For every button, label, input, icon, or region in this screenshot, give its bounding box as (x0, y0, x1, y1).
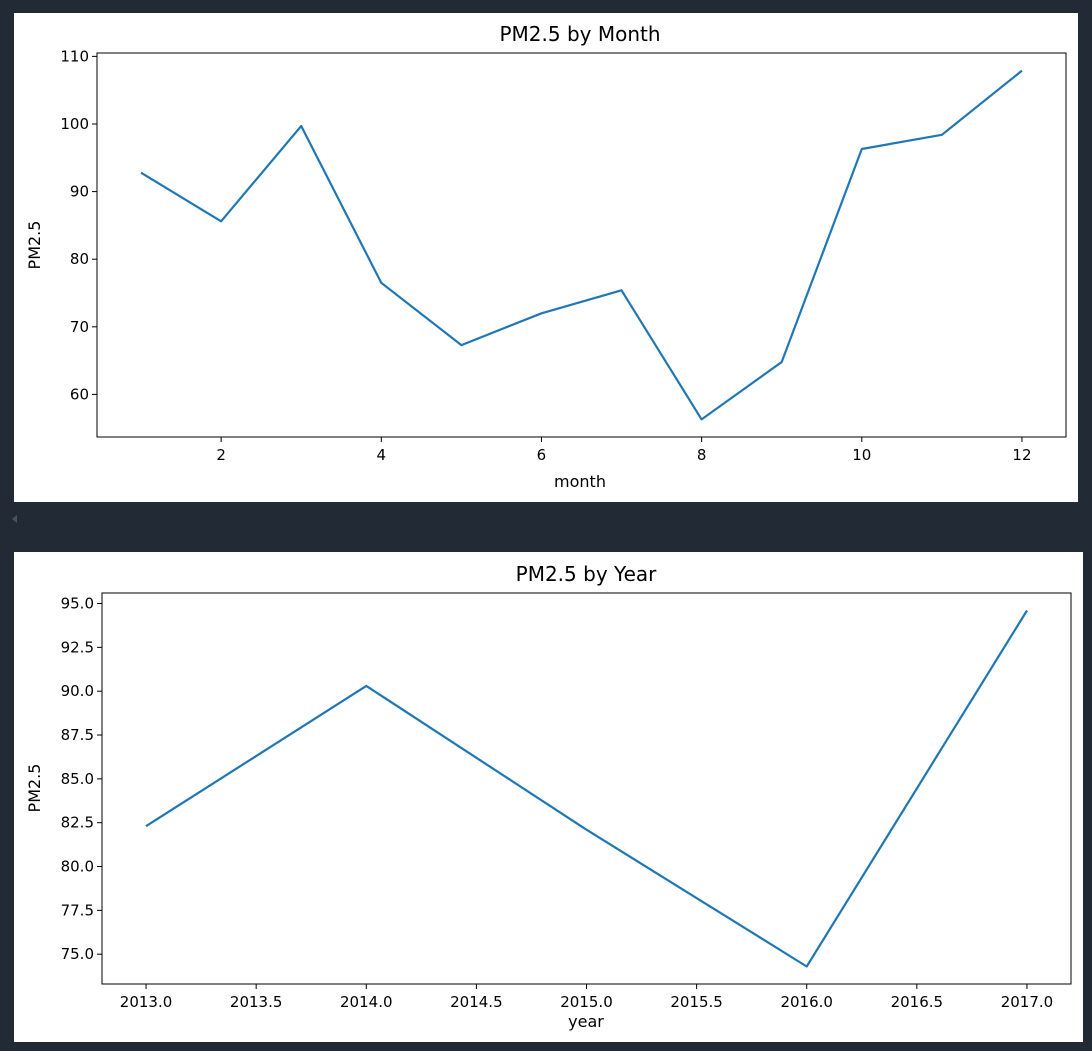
x-tick-label: 2013.0 (120, 993, 173, 1011)
x-axis-label: year (568, 1012, 604, 1031)
y-axis-ticks: 75.0 77.5 80.0 82.5 85.0 87.5 90.0 92.5 95.0 (61, 595, 102, 963)
y-axis-ticks: 60 70 80 90 100 110 (60, 47, 97, 403)
series-line (145, 609, 1028, 968)
y-tick-label: 85.0 (61, 770, 94, 788)
y-tick-label: 70 (70, 318, 89, 336)
y-tick-label: 100 (60, 115, 89, 133)
x-tick-label: 2016.5 (891, 993, 944, 1011)
x-tick-label: 12 (1012, 446, 1031, 464)
x-tick-label: 2013.5 (230, 993, 283, 1011)
y-tick-label: 80 (70, 250, 89, 268)
y-axis-label: PM2.5 (25, 221, 44, 270)
y-tick-label: 90.0 (61, 682, 94, 700)
x-axis-ticks: 2 4 6 8 10 12 (216, 437, 1032, 464)
series-line (140, 69, 1023, 421)
x-tick-label: 8 (697, 446, 707, 464)
y-tick-label: 82.5 (61, 814, 94, 832)
chart-title: PM2.5 by Year (516, 562, 657, 586)
y-tick-label: 60 (70, 385, 89, 403)
plot-frame (101, 592, 1072, 985)
x-tick-label: 2016.0 (780, 993, 833, 1011)
x-tick-label: 4 (377, 446, 387, 464)
month-chart-svg: PM2.5 by Month 60 70 80 90 100 110 2 4 6 8 10 12 m… (25, 22, 1067, 491)
x-tick-label: 10 (852, 446, 871, 464)
y-tick-label: 90 (70, 183, 89, 201)
y-tick-label: 110 (60, 47, 89, 65)
x-axis-label: month (554, 472, 606, 491)
x-tick-label: 2017.0 (1001, 993, 1054, 1011)
y-tick-label: 77.5 (61, 901, 94, 919)
y-tick-label: 80.0 (61, 858, 94, 876)
y-tick-label: 95.0 (61, 595, 94, 613)
chart-pm25-by-month: PM2.5 by Month 60 70 80 90 100 110 2 4 6 8 10 12 m… (14, 13, 1078, 502)
x-tick-label: 2015.5 (670, 993, 723, 1011)
y-tick-label: 75.0 (61, 945, 94, 963)
plot-frame (96, 52, 1067, 438)
x-tick-label: 2015.0 (560, 993, 613, 1011)
y-tick-label: 92.5 (61, 638, 94, 656)
y-tick-label: 87.5 (61, 726, 94, 744)
series-group (145, 609, 1028, 968)
x-tick-label: 2 (216, 446, 226, 464)
x-tick-label: 2014.0 (340, 993, 393, 1011)
series-group (140, 69, 1023, 421)
year-chart-svg: PM2.5 by Year 75.0 77.5 80.0 82.5 85.0 87.5 90… (25, 562, 1072, 1031)
x-tick-label: 6 (537, 446, 547, 464)
x-tick-label: 2014.5 (450, 993, 503, 1011)
chart-title: PM2.5 by Month (499, 22, 660, 46)
chart-pm25-by-year: PM2.5 by Year 75.0 77.5 80.0 82.5 85.0 87.5 90… (14, 552, 1083, 1042)
y-axis-label: PM2.5 (25, 764, 44, 813)
collapse-arrow-icon[interactable] (12, 515, 17, 523)
x-axis-ticks: 2013.0 2013.5 2014.0 2014.5 2015.0 2015.5 2016… (120, 984, 1053, 1011)
